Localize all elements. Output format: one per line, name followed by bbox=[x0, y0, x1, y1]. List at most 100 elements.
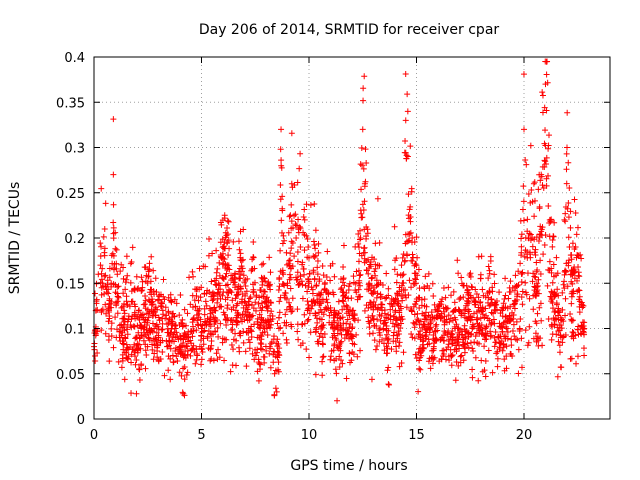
data-point bbox=[370, 316, 377, 323]
data-point bbox=[176, 312, 183, 319]
data-point bbox=[349, 340, 356, 347]
data-point bbox=[568, 300, 575, 307]
data-point bbox=[575, 252, 582, 259]
data-point bbox=[312, 245, 319, 252]
data-point bbox=[231, 279, 238, 286]
data-point bbox=[261, 354, 268, 361]
data-point bbox=[154, 297, 161, 304]
data-point bbox=[402, 70, 409, 77]
data-point bbox=[529, 278, 536, 285]
data-point bbox=[491, 334, 498, 341]
data-point bbox=[468, 330, 475, 337]
data-point bbox=[127, 279, 134, 286]
data-point bbox=[249, 301, 256, 308]
data-point bbox=[271, 370, 278, 377]
data-point bbox=[411, 311, 418, 318]
data-point bbox=[575, 286, 582, 293]
data-point bbox=[411, 335, 418, 342]
data-point bbox=[537, 177, 544, 184]
data-point bbox=[464, 289, 471, 296]
data-point bbox=[354, 296, 361, 303]
data-point bbox=[221, 357, 228, 364]
data-point bbox=[183, 334, 190, 341]
data-point bbox=[335, 345, 342, 352]
data-point bbox=[455, 270, 462, 277]
data-point bbox=[469, 374, 476, 381]
data-point bbox=[368, 290, 375, 297]
data-point bbox=[146, 266, 153, 273]
data-point bbox=[339, 279, 346, 286]
data-point bbox=[540, 251, 547, 258]
data-point bbox=[485, 263, 492, 270]
x-axis-title: GPS time / hours bbox=[290, 458, 407, 474]
data-point bbox=[120, 341, 127, 348]
data-point bbox=[472, 354, 479, 361]
data-point bbox=[300, 214, 307, 221]
data-point bbox=[555, 327, 562, 334]
data-point bbox=[432, 337, 439, 344]
data-point bbox=[430, 347, 437, 354]
data-point bbox=[274, 320, 281, 327]
data-point bbox=[406, 277, 413, 284]
data-point bbox=[155, 332, 162, 339]
data-point bbox=[190, 328, 197, 335]
data-point bbox=[522, 234, 529, 241]
data-point bbox=[272, 367, 279, 374]
data-point bbox=[286, 213, 293, 220]
data-point bbox=[291, 253, 298, 260]
data-point bbox=[576, 309, 583, 316]
data-point bbox=[222, 265, 229, 272]
data-point bbox=[579, 301, 586, 308]
data-point bbox=[242, 308, 249, 315]
data-point bbox=[105, 333, 112, 340]
data-point bbox=[203, 320, 210, 327]
data-point bbox=[232, 295, 239, 302]
data-point bbox=[119, 340, 126, 347]
data-point bbox=[110, 224, 117, 231]
data-point bbox=[267, 269, 274, 276]
data-point bbox=[383, 343, 390, 350]
data-point bbox=[369, 291, 376, 298]
data-point bbox=[243, 329, 250, 336]
data-point bbox=[330, 314, 337, 321]
data-point bbox=[551, 308, 558, 315]
data-point bbox=[136, 376, 143, 383]
data-point bbox=[178, 372, 185, 379]
data-point bbox=[316, 315, 323, 322]
data-point bbox=[508, 336, 515, 343]
data-point bbox=[266, 350, 273, 357]
data-point bbox=[246, 314, 253, 321]
data-point bbox=[172, 344, 179, 351]
data-point bbox=[320, 272, 327, 279]
data-point bbox=[398, 359, 405, 366]
data-point bbox=[411, 280, 418, 287]
data-point bbox=[401, 258, 408, 265]
data-point bbox=[376, 262, 383, 269]
data-point bbox=[235, 291, 242, 298]
data-point bbox=[388, 346, 395, 353]
data-point bbox=[542, 231, 549, 238]
data-point bbox=[357, 282, 364, 289]
data-point bbox=[457, 359, 464, 366]
data-point bbox=[320, 311, 327, 318]
data-point bbox=[223, 321, 230, 328]
data-point bbox=[106, 309, 113, 316]
data-point bbox=[361, 226, 368, 233]
data-point bbox=[361, 73, 368, 80]
data-point bbox=[513, 296, 520, 303]
data-point bbox=[134, 322, 141, 329]
data-point bbox=[192, 360, 199, 367]
data-point bbox=[390, 332, 397, 339]
data-point bbox=[451, 307, 458, 314]
data-point bbox=[522, 327, 529, 334]
data-point bbox=[124, 318, 131, 325]
data-point bbox=[361, 255, 368, 262]
data-point bbox=[360, 85, 367, 92]
data-point bbox=[254, 315, 261, 322]
data-point bbox=[564, 109, 571, 116]
data-point bbox=[287, 250, 294, 257]
data-point bbox=[340, 275, 347, 282]
data-point bbox=[357, 161, 364, 168]
data-point bbox=[549, 279, 556, 286]
data-point bbox=[486, 302, 493, 309]
